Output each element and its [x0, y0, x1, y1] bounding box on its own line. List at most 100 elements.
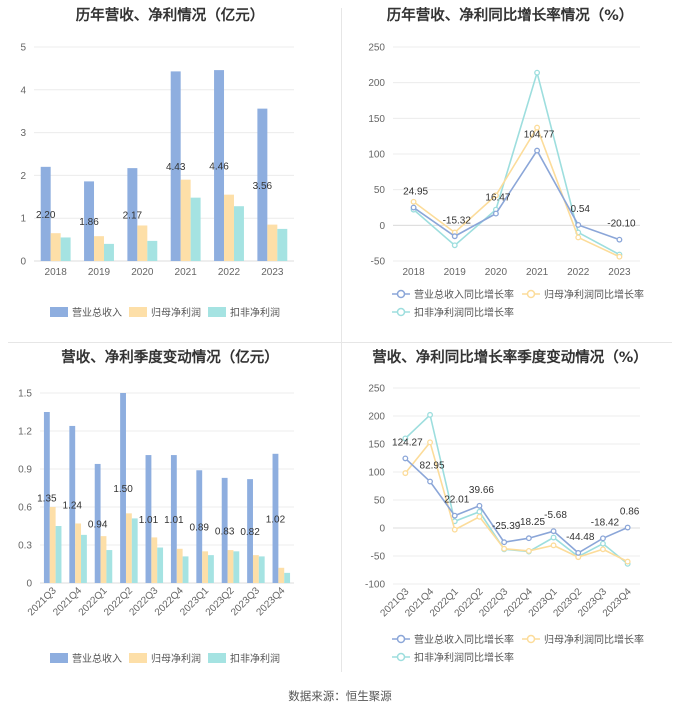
bar-revenue	[221, 477, 228, 583]
annual-growth-panel: 历年营收、净利同比增长率情况（%） -50 0 50 100 150 200 250 2018…	[340, 0, 680, 340]
bar-deducted-net-profit	[60, 237, 71, 261]
bar-deducted-net-profit	[258, 556, 265, 583]
legend-swatch	[208, 307, 226, 317]
series-point-1	[616, 253, 623, 260]
bar-revenue	[145, 455, 152, 583]
annual-revenue-profit-panel: 历年营收、净利情况（亿元） 0 1 2 3 4 5 2018 2019 2020 2021 2022…	[0, 0, 340, 340]
bar-net-profit	[94, 236, 104, 261]
bar-net-profit	[224, 194, 234, 261]
y-tick-label: 5	[20, 43, 26, 54]
legend-label: 扣非净利润同比增长率	[414, 651, 514, 664]
series-point-2	[402, 435, 409, 442]
legend-label: 营业总收入同比增长率	[414, 633, 514, 646]
data-label: 3.56	[253, 181, 273, 192]
chart-title: 营收、净利季度变动情况（亿元）	[61, 350, 279, 366]
chart-title: 历年营收、净利情况（亿元）	[75, 8, 265, 24]
horizontal-divider	[8, 342, 672, 343]
data-label: 1.01	[164, 515, 184, 526]
x-tick-label: 2021	[175, 267, 198, 278]
legend-swatch	[129, 653, 147, 663]
series-point-2	[550, 534, 557, 541]
bar-deducted-net-profit	[182, 556, 189, 583]
bar-net-profit	[125, 513, 132, 583]
data-label: -18.25	[517, 517, 546, 528]
data-label: 0.89	[190, 523, 210, 534]
legend-item: 归母净利润同比增长率	[522, 288, 644, 301]
bar-revenue	[247, 479, 253, 583]
bar-net-profit	[267, 224, 278, 261]
y-tick-label: 250	[368, 43, 385, 54]
y-tick-label: 100	[368, 150, 385, 161]
series-point-1	[575, 234, 582, 241]
bar-deducted-net-profit	[277, 228, 288, 261]
bar-revenue	[69, 425, 76, 583]
bar-deducted-net-profit	[55, 526, 62, 583]
x-tick-label: 2020	[131, 267, 154, 278]
x-tick-label: 2018	[402, 267, 425, 278]
y-tick-label: 0.9	[18, 465, 32, 476]
data-label: -25.39	[492, 521, 521, 532]
x-tick-label: 2023	[261, 267, 284, 278]
data-label: 1.50	[113, 484, 133, 495]
legend-item: 扣非净利润同比增长率	[392, 306, 514, 319]
series-point-0	[624, 524, 631, 531]
series-point-2	[451, 242, 458, 249]
quarterly-growth-panel: 营收、净利同比增长率季度变动情况（%） -100 -50 0 50 100 150 200 2…	[340, 344, 680, 684]
data-label: 104.77	[524, 130, 555, 141]
y-tick-label: 0	[26, 579, 32, 590]
quarterly-revenue-profit-panel: 营收、净利季度变动情况（亿元） 0 0.3 0.6 0.9 1.2 1.5 2021Q3 20…	[0, 344, 340, 684]
series-point-0	[451, 512, 458, 519]
legend-item: 营业总收入同比增长率	[392, 633, 514, 646]
legend-label: 归母净利润同比增长率	[544, 288, 644, 301]
bar-revenue	[272, 453, 279, 583]
legend-item: 归母净利润	[129, 306, 201, 319]
series-point-0	[575, 221, 582, 228]
legend-swatch	[50, 307, 68, 317]
series-point-0	[534, 147, 541, 154]
data-label: 82.95	[420, 461, 445, 472]
y-tick-label: 100	[368, 468, 385, 479]
y-tick-label: 200	[368, 412, 385, 423]
bar-revenue	[120, 393, 126, 583]
series-point-1	[476, 513, 483, 520]
y-tick-label: 0	[379, 524, 385, 535]
bar-deducted-net-profit	[147, 240, 158, 261]
y-tick-label: 3	[20, 128, 26, 139]
series-point-0	[476, 502, 483, 509]
bar-net-profit	[252, 555, 259, 583]
data-label: 2.17	[123, 211, 143, 222]
series-point-2	[476, 508, 483, 515]
data-label: 0.82	[240, 527, 260, 538]
y-tick-label: 0	[20, 257, 26, 268]
y-tick-label: 2	[20, 171, 26, 182]
data-label: 4.46	[209, 162, 229, 173]
bar-revenue	[257, 108, 268, 261]
legend-swatch	[129, 307, 147, 317]
series-point-0	[402, 455, 409, 462]
series-point-0	[550, 528, 557, 535]
legend-marker	[396, 307, 406, 317]
series-line-0	[404, 457, 628, 554]
data-label: 0.83	[215, 526, 235, 537]
series-point-0	[525, 535, 532, 542]
series-point-1	[451, 526, 458, 533]
legend-label: 营业总收入同比增长率	[414, 288, 514, 301]
series-point-0	[410, 204, 417, 211]
data-label: -44.48	[566, 532, 595, 543]
y-tick-label: 200	[368, 78, 385, 89]
data-label: -18.42	[591, 517, 620, 528]
x-tick-label: 2023	[608, 267, 631, 278]
data-label: 1.24	[63, 500, 83, 511]
series-point-1	[600, 546, 606, 553]
series-point-1	[550, 542, 557, 549]
y-tick-label: -50	[371, 257, 386, 268]
series-point-0	[616, 236, 623, 243]
legend-item: 营业总收入同比增长率	[392, 288, 514, 301]
legend-item: 归母净利润同比增长率	[522, 633, 644, 646]
data-label: -5.68	[544, 510, 567, 521]
y-tick-label: 150	[368, 440, 385, 451]
series-point-0	[427, 478, 433, 485]
series-point-1	[534, 124, 541, 131]
legend-item: 归母净利润	[129, 652, 201, 665]
series-line-1	[413, 125, 620, 258]
